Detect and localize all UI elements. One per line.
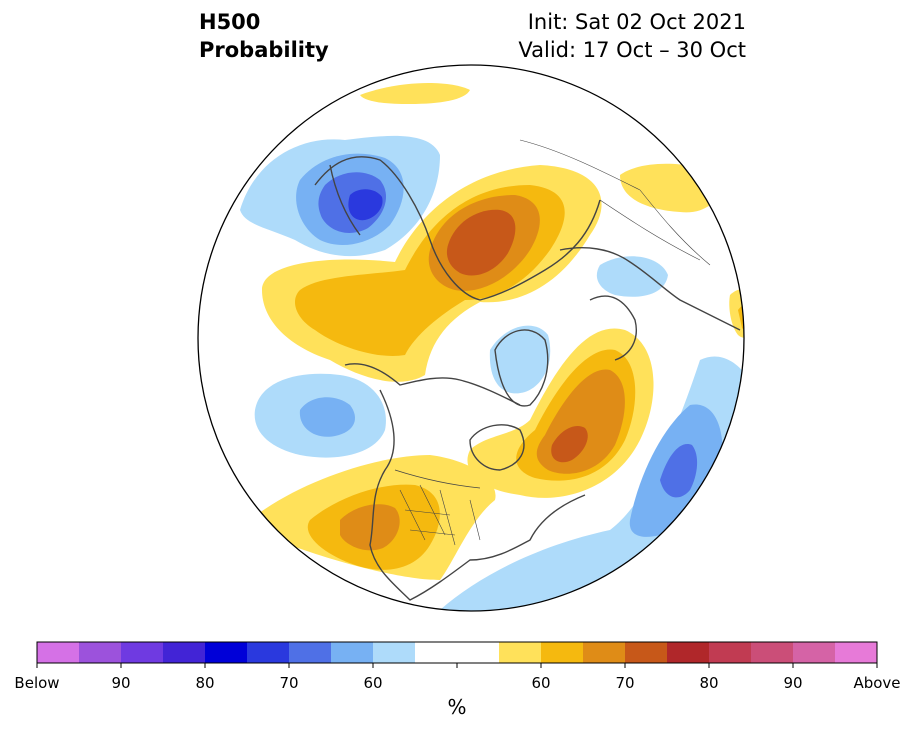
above-region-east-edge: [729, 288, 744, 339]
colorbar-ticks: [36, 663, 878, 668]
colorbar-swatch: [457, 642, 500, 663]
map-title-left: H500 Probability: [199, 8, 329, 64]
colorbar-tick-label: Above: [853, 674, 901, 692]
polar-probability-map: [197, 64, 745, 612]
colorbar-tick-label: 90: [111, 674, 131, 692]
border-us-canada: [394, 469, 481, 489]
coastline-greenland: [494, 329, 549, 407]
colorbar-swatch: [625, 642, 668, 663]
colorbar-swatch: [121, 642, 164, 663]
below-region-gulf-alaska-65: [299, 397, 355, 437]
colorbar-swatch: [289, 642, 332, 663]
below-region-scandinavia: [596, 256, 668, 297]
probability-fields: [240, 83, 744, 611]
init-label: Init: Sat 02 Oct 2021: [527, 10, 746, 34]
above-region-top-siberia: [360, 83, 470, 104]
colorbar-tick-label: 70: [615, 674, 635, 692]
colorbar-swatch: [793, 642, 836, 663]
above-region-arctic-siberia-70: [446, 209, 516, 276]
below-region-aleutians-75: [348, 189, 383, 221]
map-boundary: [197, 64, 745, 612]
above-region-western-us-65: [340, 504, 400, 551]
colorbar-swatch: [247, 642, 290, 663]
colorbar-swatch: [835, 642, 878, 663]
coastline-europe: [559, 247, 741, 331]
land-outlines: [314, 139, 741, 601]
colorbar-swatches: [37, 642, 878, 663]
country-borders-eurasia: [519, 139, 741, 266]
valid-label: Valid: 17 Oct – 30 Oct: [518, 38, 746, 62]
colorbar-swatch: [373, 642, 416, 663]
colorbar-swatch: [499, 642, 542, 663]
colorbar-units: %: [447, 695, 467, 719]
colorbar-tick-label: 80: [699, 674, 719, 692]
coastline-north-america: [369, 389, 586, 601]
colorbar-tick-label: 80: [195, 674, 215, 692]
map-title-right: Init: Sat 02 Oct 2021 Valid: 17 Oct – 30…: [518, 8, 746, 64]
coastline-kamchatka: [329, 164, 361, 236]
variable-label: H500: [199, 10, 261, 34]
colorbar-swatch: [331, 642, 374, 663]
coastline-hudson-bay: [469, 424, 525, 471]
colorbar-tick-label: 60: [363, 674, 383, 692]
colorbar-swatch: [667, 642, 710, 663]
colorbar-swatch: [205, 642, 248, 663]
colorbar-swatch: [583, 642, 626, 663]
colorbar-swatch: [751, 642, 794, 663]
colorbar-swatch: [415, 642, 458, 663]
colorbar-tick-label: 70: [279, 674, 299, 692]
below-region-greenland: [489, 325, 551, 394]
colorbar-swatch: [541, 642, 584, 663]
coastline-alaska-canada: [344, 363, 521, 406]
below-normal-areas: [240, 135, 744, 611]
product-label: Probability: [199, 38, 329, 62]
us-state-lines: [399, 484, 481, 546]
colorbar-swatch: [79, 642, 122, 663]
colorbar-tick-label: Below: [14, 674, 60, 692]
colorbar-tick-label: 90: [783, 674, 803, 692]
below-region-atlantic-70: [660, 444, 698, 498]
colorbar-swatch: [709, 642, 752, 663]
colorbar-swatch: [163, 642, 206, 663]
above-region-hudson-bay-70: [551, 425, 588, 463]
coastline-scandinavia: [589, 295, 637, 361]
colorbar-tick-label: 60: [531, 674, 551, 692]
coastline-siberia: [314, 156, 601, 301]
colorbar-swatch: [37, 642, 80, 663]
